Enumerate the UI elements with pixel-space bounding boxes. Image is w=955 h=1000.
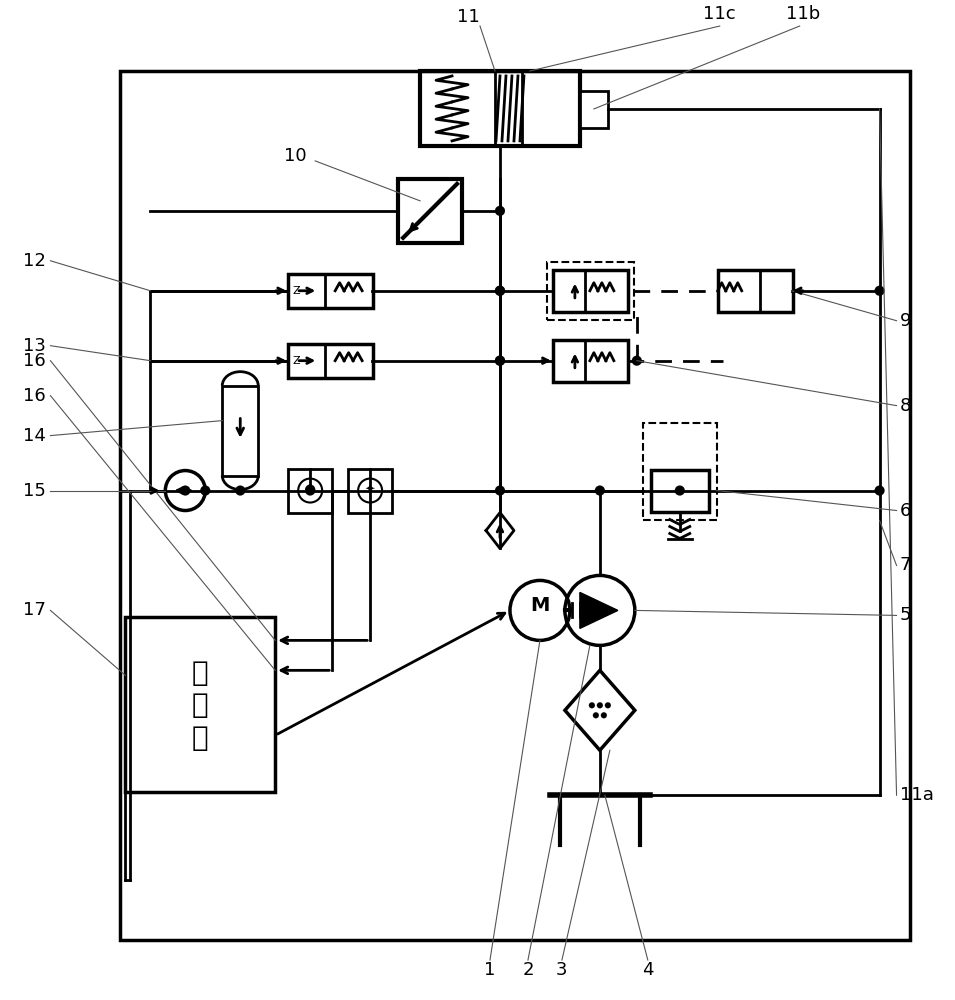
Text: 15: 15	[23, 482, 46, 500]
Bar	[288, 469, 332, 513]
Text: Z: Z	[292, 286, 300, 296]
Circle shape	[495, 286, 505, 296]
Circle shape	[597, 702, 603, 708]
Circle shape	[632, 356, 642, 366]
Circle shape	[201, 486, 210, 496]
Bar	[553, 270, 627, 312]
Text: 5: 5	[900, 606, 911, 624]
Text: 11a: 11a	[900, 786, 933, 804]
Bar	[398, 179, 462, 243]
Text: 11b: 11b	[786, 5, 819, 23]
Bar	[650, 470, 709, 512]
Text: 9: 9	[900, 312, 911, 330]
Text: Z: Z	[292, 356, 300, 366]
Text: 16: 16	[23, 352, 46, 370]
Circle shape	[605, 702, 611, 708]
Circle shape	[875, 486, 884, 496]
Bar	[420, 71, 580, 146]
Bar	[223, 386, 258, 476]
Text: 12: 12	[23, 252, 46, 270]
Text: 11c: 11c	[704, 5, 736, 23]
Text: 2: 2	[522, 961, 534, 979]
Text: M: M	[530, 596, 550, 615]
Text: 1: 1	[484, 961, 496, 979]
Circle shape	[306, 485, 315, 495]
Bar	[643, 423, 717, 520]
Bar	[120, 71, 909, 940]
Circle shape	[495, 286, 505, 296]
Circle shape	[875, 286, 884, 296]
Text: 7: 7	[900, 556, 911, 574]
Text: 控
制
器: 控 制 器	[192, 659, 208, 752]
Text: 3: 3	[556, 961, 567, 979]
Text: 6: 6	[900, 502, 911, 520]
Circle shape	[306, 486, 315, 496]
Text: 4: 4	[642, 961, 653, 979]
Bar	[288, 344, 373, 378]
Text: 13: 13	[23, 337, 46, 355]
Bar	[349, 469, 393, 513]
Circle shape	[180, 486, 190, 496]
Text: 14: 14	[23, 427, 46, 445]
Bar	[125, 617, 275, 792]
Text: ✦: ✦	[305, 484, 315, 497]
Circle shape	[495, 356, 505, 366]
Circle shape	[601, 712, 606, 718]
Circle shape	[235, 486, 245, 496]
Text: 16: 16	[23, 387, 46, 405]
Bar	[580, 91, 608, 128]
Circle shape	[495, 486, 505, 496]
Text: 17: 17	[23, 601, 46, 619]
Polygon shape	[580, 592, 618, 628]
Text: ✦: ✦	[365, 484, 375, 497]
Bar	[718, 270, 793, 312]
Circle shape	[589, 702, 595, 708]
Bar	[553, 340, 627, 382]
Text: 11: 11	[456, 8, 479, 26]
Circle shape	[495, 356, 505, 366]
Bar	[288, 274, 373, 308]
Circle shape	[593, 712, 599, 718]
Circle shape	[595, 486, 605, 496]
Text: 10: 10	[284, 147, 307, 165]
Circle shape	[675, 486, 685, 496]
Text: 8: 8	[900, 397, 911, 415]
Bar	[547, 262, 634, 320]
Circle shape	[495, 206, 505, 216]
